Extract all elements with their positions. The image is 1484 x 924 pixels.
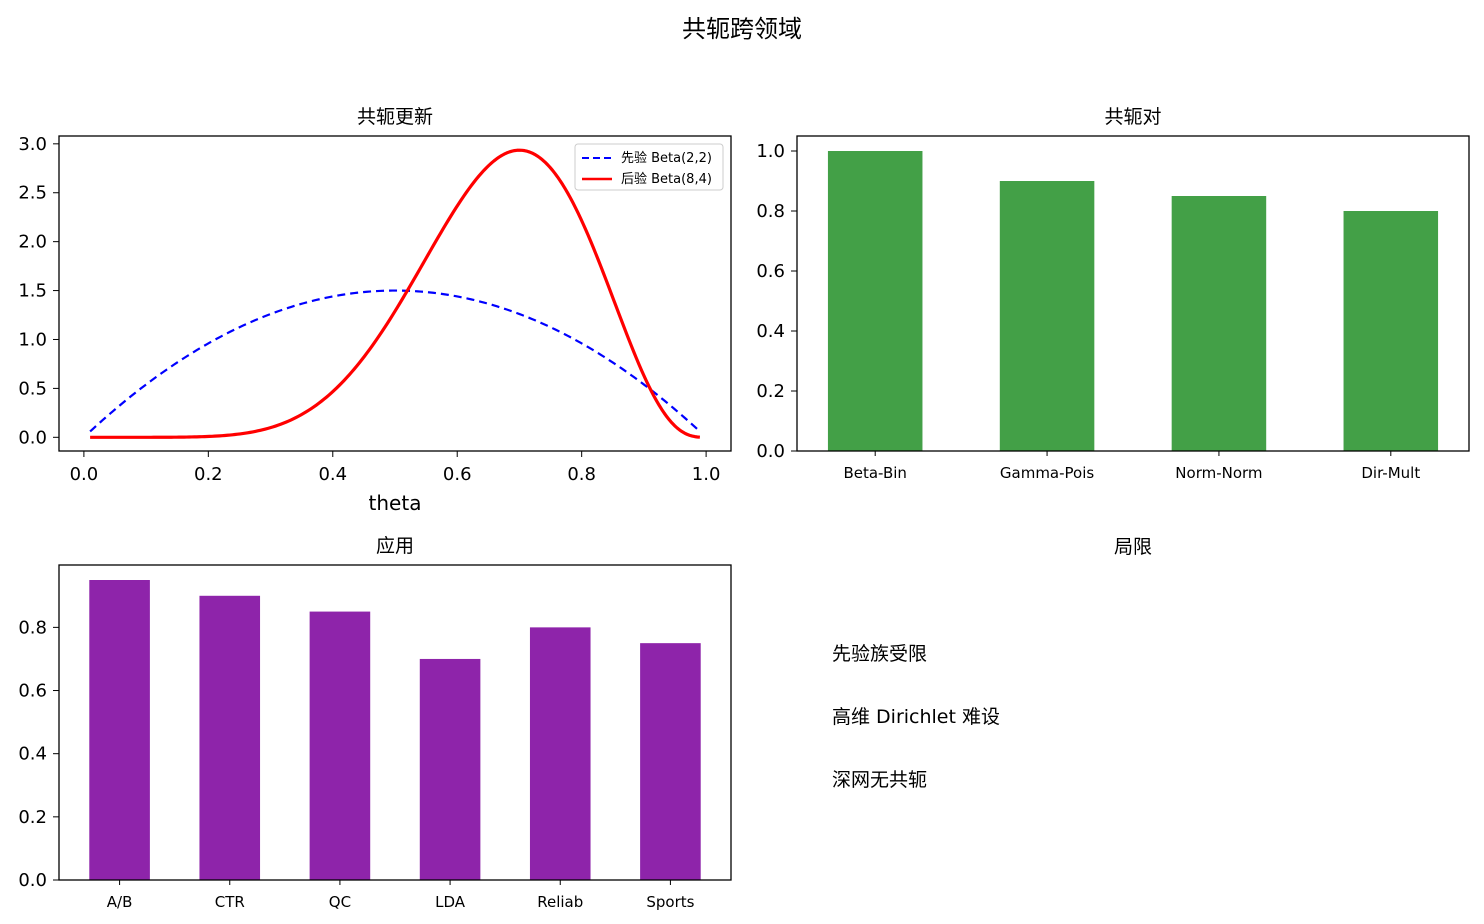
- legend-entry-posterior: 后验 Beta(8,4): [621, 171, 712, 187]
- x-tick-label: Dir-Mult: [1361, 464, 1420, 482]
- x-tick-label: 0.6: [443, 464, 472, 485]
- y-tick-label: 0.6: [756, 261, 785, 282]
- bar: [640, 643, 701, 880]
- legend-entry-prior: 先验 Beta(2,2): [621, 150, 712, 166]
- y-tick-label: 0.4: [18, 744, 47, 765]
- limitation-line: 深网无共轭: [832, 769, 927, 791]
- figure-title: 共轭跨领域: [682, 15, 802, 43]
- legend: 先验 Beta(2,2) 后验 Beta(8,4): [574, 143, 724, 191]
- y-tick-label: 0.2: [18, 807, 47, 828]
- y-tick-label: 0.6: [18, 681, 47, 702]
- bar: [1171, 196, 1267, 451]
- y-tick-label: 0.0: [18, 870, 47, 891]
- y-tick-label: 2.0: [18, 232, 47, 253]
- bar: [1343, 211, 1439, 451]
- x-tick-label: 0.4: [318, 464, 347, 485]
- x-tick-label: Gamma-Pois: [1000, 464, 1094, 482]
- bar: [199, 595, 261, 880]
- x-tick-label: Reliab: [537, 893, 583, 911]
- chart-title: 共轭更新: [357, 106, 433, 128]
- x-tick-label: Sports: [646, 893, 694, 911]
- x-tick-label: LDA: [435, 893, 466, 911]
- y-tick-label: 2.5: [18, 183, 47, 204]
- x-tick-label: 0.8: [567, 464, 596, 485]
- chart-title: 共轭对: [1104, 106, 1161, 128]
- x-axis-label: theta: [369, 491, 422, 515]
- chart-conjugate-update: 共轭更新 0.0 0.2 0.4 0.6 0.8 1.0 0.0 0.5 1.0 1.5 2.0 2.…: [18, 106, 732, 515]
- x-tick-label: 0.2: [194, 464, 223, 485]
- bar: [89, 580, 150, 880]
- plot-frame: [58, 564, 732, 881]
- x-tick-label: A/B: [107, 893, 133, 911]
- limitation-line: 高维 Dirichlet 难设: [832, 706, 1000, 728]
- x-tick-label: CTR: [215, 893, 245, 911]
- y-tick-label: 0.0: [18, 427, 47, 448]
- chart-conjugate-pairs: 共轭对 0.0 0.2 0.4 0.6 0.8 1.0 Beta-Bin Gamma-Pois…: [756, 106, 1470, 482]
- series-line-prior: [89, 289, 701, 433]
- y-tick-label: 0.2: [756, 381, 785, 402]
- y-tick-label: 1.0: [18, 329, 47, 350]
- chart-title: 应用: [376, 535, 414, 557]
- x-tick-label: 1.0: [692, 464, 721, 485]
- limitation-line: 先验族受限: [832, 643, 927, 665]
- y-tick-label: 0.8: [18, 617, 47, 638]
- bar: [529, 627, 591, 880]
- y-tick-label: 0.5: [18, 378, 47, 399]
- bar: [309, 611, 371, 880]
- y-tick-label: 0.0: [756, 441, 785, 462]
- y-tick-label: 0.4: [756, 321, 785, 342]
- bar: [827, 151, 923, 451]
- x-tick-label: QC: [329, 893, 351, 911]
- y-tick-label: 1.0: [756, 141, 785, 162]
- x-tick-label: Beta-Bin: [843, 464, 906, 482]
- series-line-posterior: [90, 148, 701, 439]
- plot-frame: [796, 135, 1470, 452]
- limitations-panel: 局限 先验族受限 高维 Dirichlet 难设 深网无共轭: [832, 536, 1152, 791]
- x-tick-label: 0.0: [70, 464, 99, 485]
- y-tick-label: 3.0: [18, 134, 47, 155]
- chart-applications: 应用 0.0 0.2 0.4 0.6 0.8 A/B CTR QC LDA Reliab Sport…: [18, 535, 732, 911]
- y-tick-label: 0.8: [756, 201, 785, 222]
- bar: [419, 658, 481, 880]
- bar: [999, 181, 1095, 451]
- y-tick-label: 1.5: [18, 281, 47, 302]
- x-tick-label: Norm-Norm: [1175, 464, 1262, 482]
- panel-title: 局限: [1114, 536, 1152, 558]
- plot-frame: [58, 135, 732, 452]
